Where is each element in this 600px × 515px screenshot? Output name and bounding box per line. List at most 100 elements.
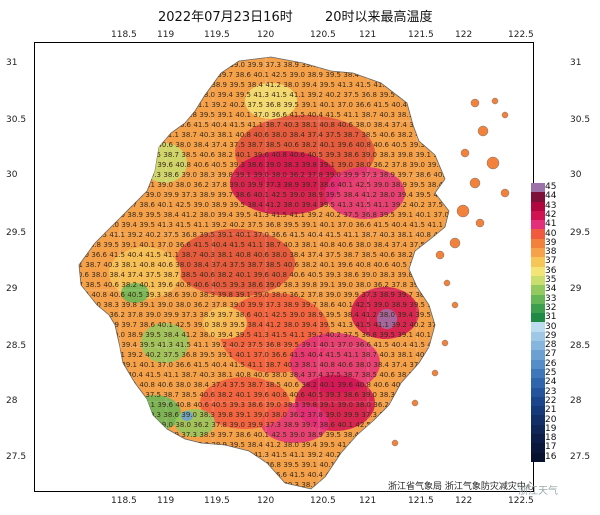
- temperature-reading: 40.6: [337, 481, 353, 489]
- temperature-reading: 38.7: [343, 131, 359, 139]
- temperature-reading: 38.0: [355, 401, 371, 409]
- temperature-reading: 37.3: [85, 81, 101, 89]
- temperature-reading: 41.5: [271, 91, 287, 99]
- temperature-reading: 39.8: [397, 151, 413, 159]
- legend-value: 39: [545, 237, 557, 248]
- temperature-reading: 38.4: [247, 201, 263, 209]
- temperature-reading: 39.8: [217, 171, 233, 179]
- temperature-reading: 40.5: [307, 271, 323, 279]
- temperature-reading: 39.3: [325, 151, 341, 159]
- temperature-reading: 37.0: [73, 251, 89, 259]
- temperature-reading: 37.5: [145, 271, 161, 279]
- temperature-reading: 38.7: [181, 251, 197, 259]
- temperature-reading: 40.1: [415, 331, 431, 339]
- temperature-reading: 37.0: [337, 221, 353, 229]
- temperature-reading: 42.5: [271, 191, 287, 199]
- temperature-reading: 38.9: [307, 191, 323, 199]
- lon-tick-bottom: 122.5: [508, 496, 534, 506]
- temperature-reading: 38.4: [427, 301, 443, 309]
- temperature-reading: 39.0: [73, 71, 89, 79]
- temperature-reading: 38.0: [199, 211, 215, 219]
- temperature-reading: 38.1: [397, 111, 413, 119]
- temperature-reading: 37.5: [343, 91, 359, 99]
- temperature-reading: 37.4: [391, 121, 407, 129]
- temperature-reading: 39.0: [325, 171, 341, 179]
- island: [477, 125, 489, 137]
- temperature-reading: 38.4: [289, 251, 305, 259]
- lon-tick-bottom: 120.5: [310, 496, 336, 506]
- temperature-reading: 39.0: [265, 401, 281, 409]
- temperature-reading: 41.1: [373, 441, 389, 449]
- temperature-reading: 39.0: [181, 51, 197, 59]
- temperature-reading: 38.4: [289, 371, 305, 379]
- temperature-reading: 42.5: [91, 331, 107, 339]
- temperature-reading: 39.9: [247, 181, 263, 189]
- temperature-reading: 38.0: [355, 481, 371, 489]
- lon-tick-top: 118.5: [111, 30, 137, 40]
- temperature-reading: 38.0: [271, 131, 287, 139]
- temperature-reading: 39.5: [283, 221, 299, 229]
- temperature-reading: 39.5: [229, 81, 245, 89]
- temperature-reading: 39.5: [283, 341, 299, 349]
- temperature-reading: 40.8: [451, 131, 467, 139]
- temperature-reading: 40.1: [139, 361, 155, 369]
- temperature-reading: 40.4: [307, 351, 323, 359]
- temperature-reading: 38.6: [139, 81, 155, 89]
- temperature-reading: 38.7: [445, 101, 461, 109]
- temperature-reading: 39.3: [145, 291, 161, 299]
- island: [475, 218, 485, 228]
- temperature-reading: 37.0: [253, 351, 269, 359]
- temperature-reading: 40.1: [433, 291, 449, 299]
- lon-tick-bottom: 121.5: [408, 496, 434, 506]
- temperature-reading: 38.4: [67, 341, 83, 349]
- temperature-reading: 40.1: [235, 391, 251, 399]
- temperature-reading: 38.0: [451, 391, 467, 399]
- temperature-reading: 41.2: [181, 331, 197, 339]
- temperature-reading: 39.0: [193, 81, 209, 89]
- temperature-reading: 41.5: [289, 231, 305, 239]
- temperature-reading: 40.5: [211, 281, 227, 289]
- temperature-reading: 38.9: [199, 71, 215, 79]
- temperature-reading: 38.5: [265, 381, 281, 389]
- temperature-reading: 40.4: [391, 221, 407, 229]
- temperature-reading: 40.8: [235, 251, 251, 259]
- temperature-reading: 41.5: [109, 371, 125, 379]
- temperature-reading: 38.0: [355, 241, 371, 249]
- temperature-reading: 41.5: [373, 101, 389, 109]
- temperature-reading: 41.3: [73, 351, 89, 359]
- temperature-reading: 38.1: [301, 241, 317, 249]
- temperature-reading: 40.6: [193, 401, 209, 409]
- temperature-reading: 41.3: [157, 101, 173, 109]
- temperature-reading: 37.4: [391, 241, 407, 249]
- temperature-reading: 38.6: [343, 151, 359, 159]
- lon-tick-bottom: 119: [157, 496, 175, 506]
- temperature-reading: 39.9: [343, 171, 359, 179]
- temperature-reading: 42.5: [271, 311, 287, 319]
- temperature-reading: 40.6: [289, 151, 305, 159]
- temperature-reading: 39.3: [409, 141, 425, 149]
- temperature-reading: 38.7: [181, 371, 197, 379]
- temperature-reading: 38.9: [391, 301, 407, 309]
- temperature-reading: 40.1: [139, 121, 155, 129]
- temperature-reading: 40.6: [73, 151, 89, 159]
- temperature-reading: 39.0: [181, 411, 197, 419]
- temperature-reading: 38.3: [103, 61, 119, 69]
- temperature-reading: 39.3: [145, 51, 161, 59]
- temperature-reading: 40.6: [289, 391, 305, 399]
- legend-swatch: [531, 424, 545, 435]
- temperature-reading: 37.0: [337, 101, 353, 109]
- temperature-reading: 37.0: [253, 471, 269, 479]
- temperature-reading: 38.0: [271, 251, 287, 259]
- temperature-reading: 38.7: [445, 461, 461, 469]
- temperature-reading: 41.3: [337, 321, 353, 329]
- lon-tick-bottom: 121: [359, 496, 377, 506]
- temperature-reading: 40.2: [229, 221, 245, 229]
- temperature-reading: 39.6: [253, 151, 269, 159]
- temperature-reading: 38.4: [373, 121, 389, 129]
- temperature-reading: 38.0: [103, 341, 119, 349]
- temperature-reading: 39.0: [85, 61, 101, 69]
- temperature-reading: 39.5: [415, 191, 431, 199]
- temperature-reading: 40.4: [391, 101, 407, 109]
- temperature-reading: 39.3: [229, 281, 245, 289]
- temperature-reading: 38.6: [235, 71, 251, 79]
